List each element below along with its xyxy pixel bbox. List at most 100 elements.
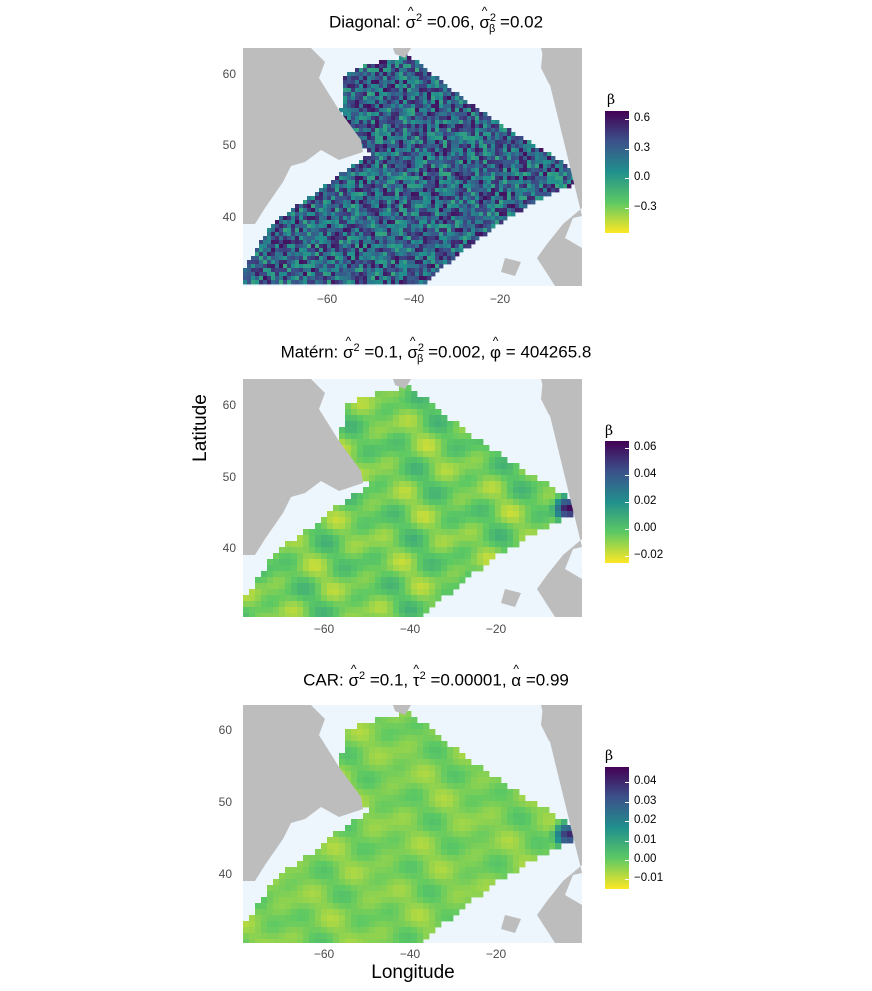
heatmap-cell xyxy=(435,831,442,838)
heatmap-cell xyxy=(391,264,396,269)
heatmap-cell xyxy=(459,244,464,249)
heatmap-cell xyxy=(439,252,444,257)
heatmap-cell xyxy=(443,136,448,141)
heatmap-cell xyxy=(447,915,454,922)
heatmap-cell xyxy=(441,451,448,458)
heatmap-cell xyxy=(387,553,394,560)
heatmap-cell xyxy=(539,148,544,153)
heatmap-cell xyxy=(503,204,508,209)
heatmap-cell xyxy=(315,565,322,572)
heatmap-cell xyxy=(419,96,424,101)
legend3-tick-label: 0.00 xyxy=(634,852,657,865)
heatmap-cell xyxy=(343,208,348,213)
heatmap-cell xyxy=(407,80,412,85)
heatmap-cell xyxy=(483,855,490,862)
heatmap-cell xyxy=(291,927,298,934)
heatmap-cell xyxy=(395,96,400,101)
heatmap-cell xyxy=(483,831,490,838)
heatmap-cell xyxy=(283,216,288,221)
heatmap-cell xyxy=(447,188,452,193)
heatmap-cell xyxy=(383,212,388,217)
heatmap-cell xyxy=(339,873,346,880)
heatmap-cell xyxy=(447,212,452,217)
heatmap-cell xyxy=(287,276,292,281)
heatmap-cell xyxy=(243,607,250,614)
heatmap-cell xyxy=(371,104,376,109)
heatmap-cell xyxy=(417,439,424,446)
heatmap-cell xyxy=(399,276,404,281)
heatmap-cell xyxy=(411,415,418,422)
heatmap-cell xyxy=(487,176,492,181)
heatmap-cell xyxy=(387,469,394,476)
heatmap-cell xyxy=(339,879,346,886)
heatmap-cell xyxy=(387,487,394,494)
heatmap-cell xyxy=(435,116,440,121)
heatmap-cell xyxy=(415,176,420,181)
heatmap-cell xyxy=(525,825,532,832)
heatmap-cell xyxy=(369,409,376,416)
heatmap-cell xyxy=(339,583,346,590)
heatmap-cell xyxy=(379,144,384,149)
heatmap-cell xyxy=(403,180,408,185)
heatmap-cell xyxy=(333,517,340,524)
heatmap-cell xyxy=(291,897,298,904)
heatmap-cell xyxy=(447,457,454,464)
heatmap-cell xyxy=(537,813,544,820)
heatmap-cell xyxy=(465,433,472,440)
heatmap-cell xyxy=(267,264,272,269)
heatmap-cell xyxy=(463,128,468,133)
heatmap-cell xyxy=(259,280,264,285)
heatmap-cell xyxy=(489,783,496,790)
heatmap-cell xyxy=(315,595,322,602)
heatmap-cell xyxy=(483,535,490,542)
heatmap-cell xyxy=(475,220,480,225)
heatmap-cell xyxy=(363,128,368,133)
heatmap-cell xyxy=(455,196,460,201)
heatmap-cell xyxy=(419,276,424,281)
heatmap-cell xyxy=(465,559,472,566)
heatmap-cell xyxy=(531,176,536,181)
heatmap-cell xyxy=(359,72,364,77)
heatmap-cell xyxy=(355,204,360,209)
heatmap-cell xyxy=(319,244,324,249)
heatmap-cell xyxy=(495,184,500,189)
heatmap-cell xyxy=(423,80,428,85)
heatmap-cell xyxy=(345,445,352,452)
heatmap-cell xyxy=(423,463,430,470)
heatmap-cell xyxy=(379,172,384,177)
heatmap-cell xyxy=(459,577,466,584)
heatmap-cell xyxy=(287,244,292,249)
heatmap-cell xyxy=(363,208,368,213)
heatmap-cell xyxy=(423,831,430,838)
heatmap-cell xyxy=(555,843,562,850)
heatmap-cell xyxy=(555,188,560,193)
heatmap-cell xyxy=(359,200,364,205)
heatmap-cell xyxy=(435,144,440,149)
heatmap-cell xyxy=(363,244,368,249)
heatmap-cell xyxy=(443,116,448,121)
heatmap-cell xyxy=(511,192,516,197)
heatmap-cell xyxy=(427,204,432,209)
heatmap-cell xyxy=(309,601,316,608)
heatmap-cell xyxy=(285,921,292,928)
heatmap-cell xyxy=(513,825,520,832)
heatmap-cell xyxy=(447,529,454,536)
heatmap-cell xyxy=(419,204,424,209)
heatmap-cell xyxy=(363,276,368,281)
heatmap-cell xyxy=(351,849,358,856)
heatmap-cell xyxy=(363,765,370,772)
heatmap-cell xyxy=(321,867,328,874)
heatmap-cell xyxy=(459,565,466,572)
heatmap-cell xyxy=(459,523,466,530)
heatmap-cell xyxy=(543,188,548,193)
heatmap-cell xyxy=(363,849,370,856)
heatmap-cell xyxy=(363,535,370,542)
heatmap-cell xyxy=(345,595,352,602)
heatmap-cell xyxy=(405,795,412,802)
heatmap-cell xyxy=(427,272,432,277)
heatmap-cell xyxy=(513,855,520,862)
heatmap-cell xyxy=(515,172,520,177)
heatmap-cell xyxy=(495,517,502,524)
heatmap-cell xyxy=(249,613,256,617)
heatmap-cell xyxy=(291,583,298,590)
